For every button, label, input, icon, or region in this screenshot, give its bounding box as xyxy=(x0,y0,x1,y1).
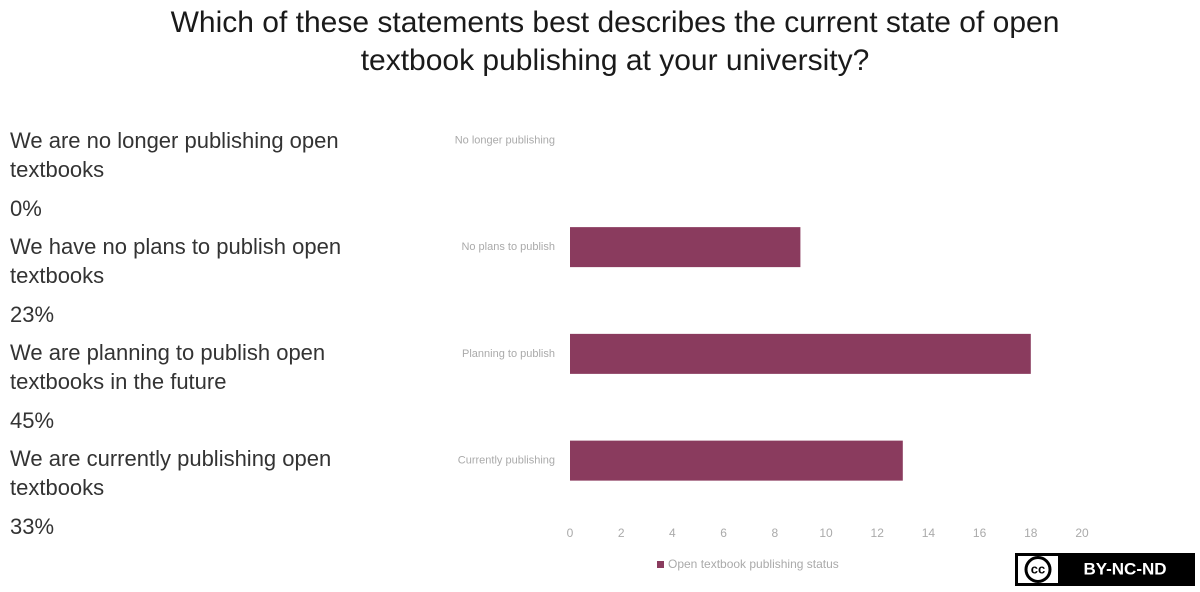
legend-swatch xyxy=(657,561,664,568)
statement: We are currently publishing open textboo… xyxy=(10,446,332,500)
y-tick-label: Currently publishing xyxy=(458,455,555,467)
statement-percent: 33% xyxy=(10,514,55,539)
statement: We are no longer publishing open textboo… xyxy=(10,128,339,182)
y-tick-label: No plans to publish xyxy=(461,241,555,253)
license-text: BY-NC-ND xyxy=(1083,559,1166,578)
x-tick-label: 8 xyxy=(771,526,778,540)
x-tick-label: 18 xyxy=(1024,526,1038,540)
x-tick-label: 0 xyxy=(567,526,574,540)
license-badge: cc BY-NC-ND xyxy=(1015,553,1195,586)
x-tick-label: 2 xyxy=(618,526,625,540)
legend-label: Open textbook publishing status xyxy=(668,557,839,571)
x-tick-label: 14 xyxy=(922,526,936,540)
x-tick-label: 12 xyxy=(871,526,885,540)
statement: We have no plans to publish open textboo… xyxy=(10,234,342,288)
statement-percent: 0% xyxy=(10,196,42,221)
bar xyxy=(570,333,1031,374)
statement-percent: 45% xyxy=(10,408,55,433)
x-tick-label: 10 xyxy=(819,526,833,540)
x-tick-label: 6 xyxy=(720,526,727,540)
y-tick-label: No longer publishing xyxy=(455,134,555,146)
bar xyxy=(570,227,801,268)
bar xyxy=(570,440,903,481)
statement-percent: 23% xyxy=(10,302,55,327)
x-tick-label: 20 xyxy=(1075,526,1089,540)
license-icon: cc xyxy=(1031,561,1045,576)
x-tick-label: 4 xyxy=(669,526,676,540)
y-tick-label: Planning to publish xyxy=(462,348,555,360)
slide-title: Which of these statements best describes… xyxy=(170,6,1060,77)
statement: We are planning to publish open textbook… xyxy=(10,340,326,394)
x-tick-label: 16 xyxy=(973,526,987,540)
